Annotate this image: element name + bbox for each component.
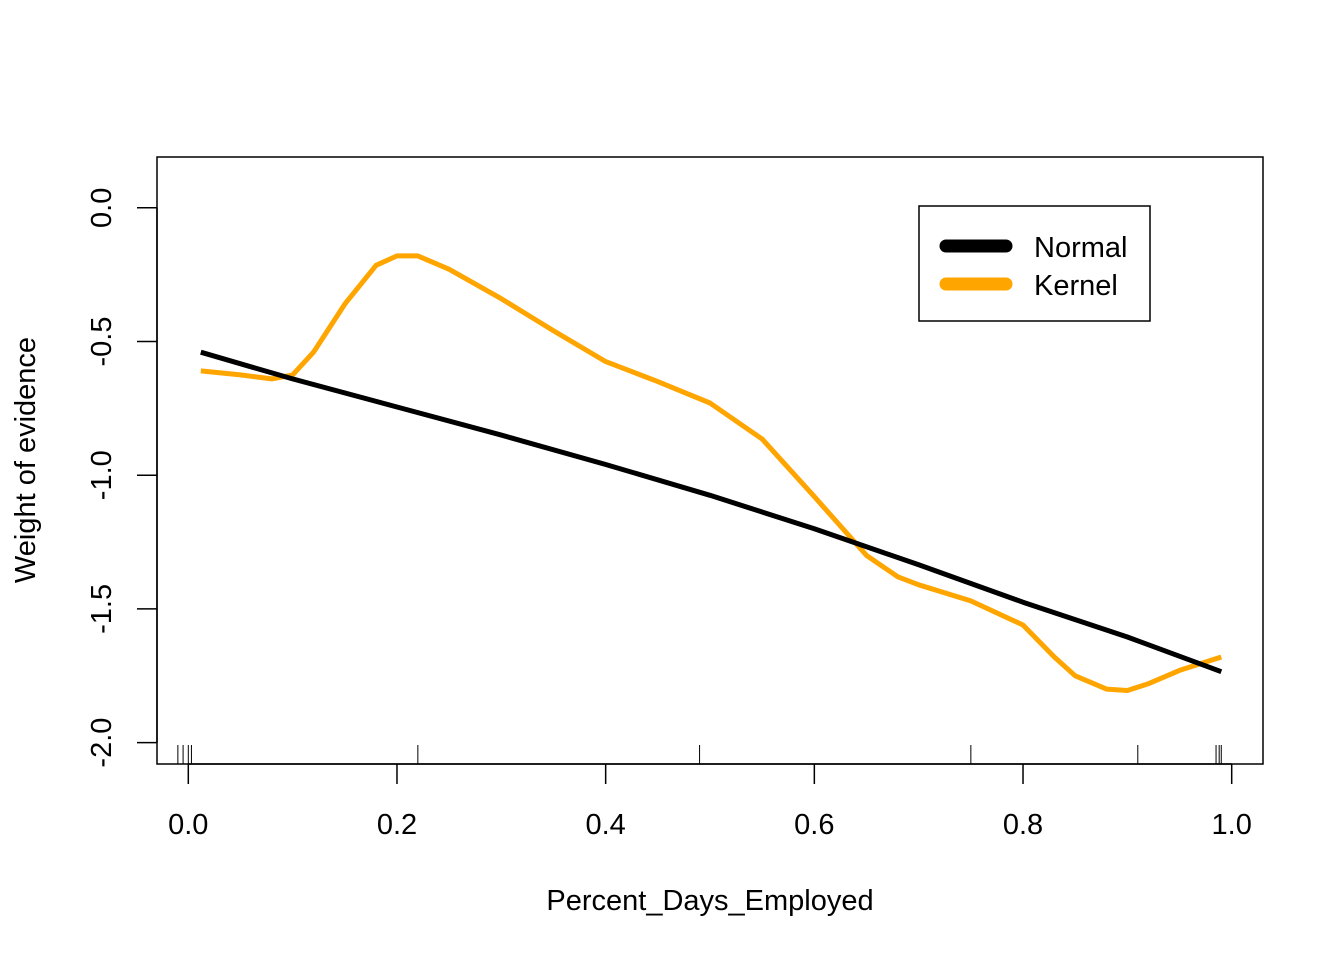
x-axis-title: Percent_Days_Employed	[546, 885, 873, 917]
legend-label-normal: Normal	[1034, 232, 1127, 264]
x-axis: 0.0 0.2 0.4 0.6 0.8 1.0	[168, 763, 1252, 841]
legend: Normal Kernel	[918, 205, 1151, 322]
legend-box	[918, 205, 1151, 322]
x-tick-label: 1.0	[1212, 809, 1252, 841]
y-tick-label: -0.5	[86, 317, 118, 367]
legend-label-kernel: Kernel	[1034, 270, 1118, 302]
y-axis-title: Weight of evidence	[10, 337, 42, 583]
x-tick-label: 0.2	[377, 809, 417, 841]
y-tick-label: -1.5	[86, 584, 118, 634]
y-axis: 0.0 -0.5 -1.0 -1.5 -2.0	[86, 188, 158, 768]
y-tick-label: -2.0	[86, 718, 118, 768]
y-tick-label: -1.0	[86, 450, 118, 500]
x-tick-label: 0.4	[585, 809, 625, 841]
x-tick-label: 0.0	[168, 809, 208, 841]
rug	[177, 745, 1222, 764]
x-tick-label: 0.6	[794, 809, 834, 841]
series-line-kernel	[200, 253, 1223, 693]
x-tick-label: 0.8	[1003, 809, 1043, 841]
series-layer	[200, 253, 1223, 693]
series-line-normal	[200, 349, 1223, 675]
y-tick-label: 0.0	[86, 188, 118, 228]
